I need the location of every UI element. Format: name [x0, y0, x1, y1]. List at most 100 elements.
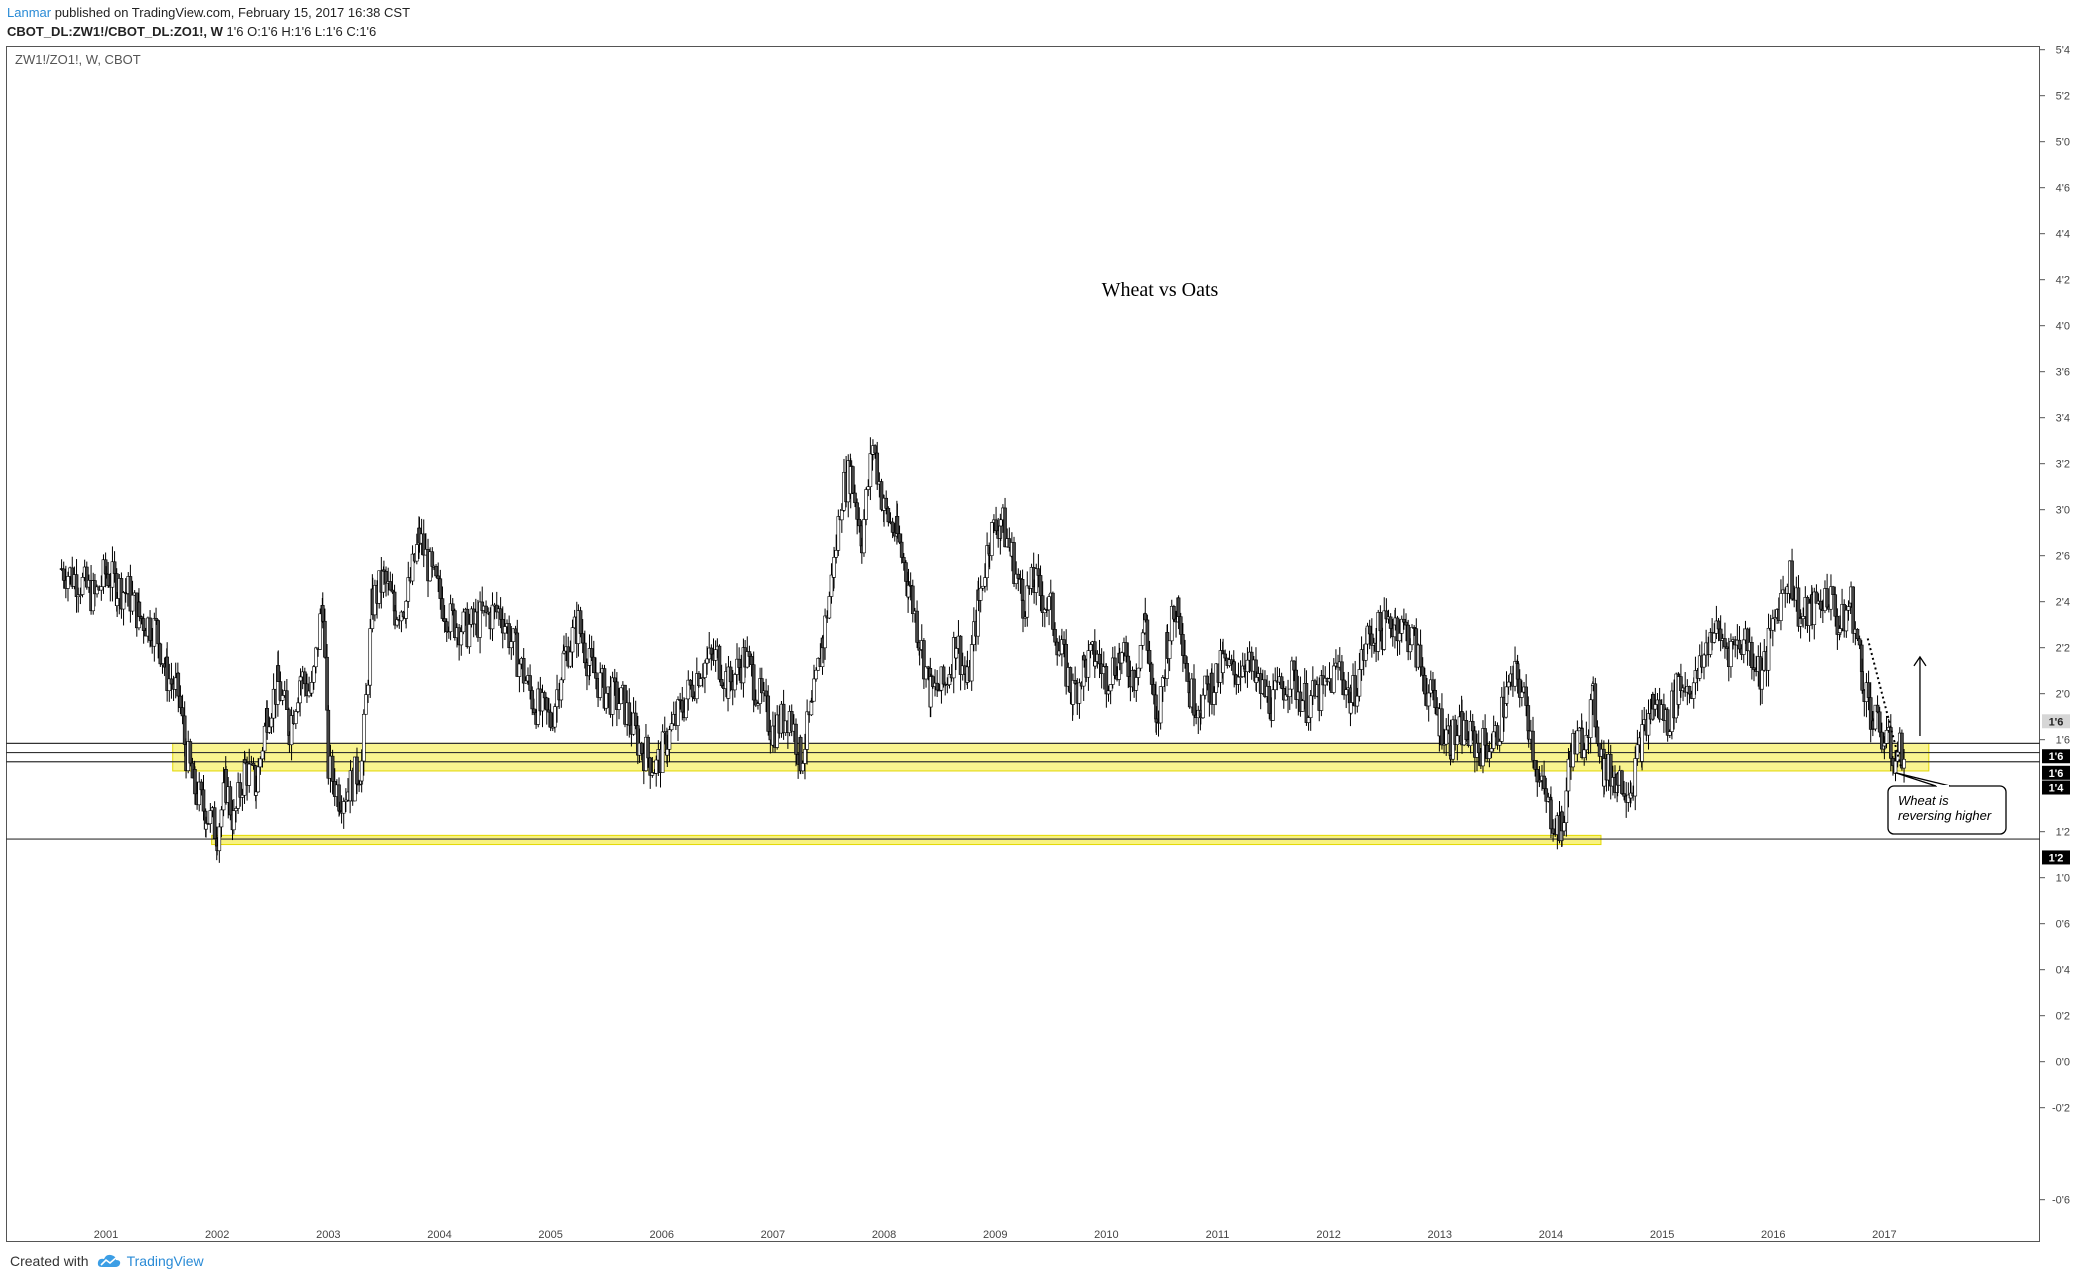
candle-body [178, 695, 183, 708]
candle-body [1292, 660, 1296, 671]
candle-body [1760, 669, 1764, 690]
candle-body [1365, 625, 1370, 645]
candle-body [1584, 734, 1589, 751]
x-tick-label: 2004 [427, 1229, 451, 1241]
candle-body [1524, 686, 1528, 706]
price-badge [2042, 765, 2070, 780]
candle-body [548, 711, 553, 728]
candle-body [1582, 749, 1587, 758]
candle-body [1433, 690, 1437, 708]
candle-body [1420, 666, 1425, 676]
candle-body [415, 544, 419, 562]
candle-body [453, 610, 457, 638]
candle-body [1183, 655, 1187, 664]
candle-body [364, 694, 368, 715]
candle-body [112, 561, 117, 574]
candle-body [1073, 680, 1077, 684]
x-tick-label: 2003 [316, 1229, 340, 1241]
candle-body [1402, 618, 1406, 623]
candle-body [208, 810, 213, 824]
candle-body [814, 669, 818, 680]
candle-body [1504, 686, 1509, 704]
candle-body [726, 666, 731, 699]
candle-body [561, 652, 566, 681]
candle-body [1562, 822, 1567, 832]
candle-body [703, 662, 707, 678]
candle-body [1331, 665, 1336, 693]
candle-body [80, 577, 85, 595]
candle-body [1003, 507, 1007, 548]
y-tick-label: 2'0 [2056, 689, 2070, 701]
candle-body [540, 692, 545, 712]
candle-body [1192, 678, 1196, 716]
ohlc-text: 1'6 O:1'6 H:1'6 L:1'6 C:1'6 [226, 24, 377, 39]
candle-body [686, 679, 691, 700]
y-tick-label: -0'2 [2052, 1103, 2070, 1115]
candle-body [1172, 606, 1176, 620]
candle-body [285, 690, 289, 710]
candle-body [1766, 627, 1771, 671]
candle-body [906, 585, 911, 598]
author-link[interactable]: Lanmar [7, 5, 52, 20]
candle-body [1342, 679, 1346, 696]
candle-body [583, 642, 587, 664]
candle-body [362, 713, 366, 762]
candle-body [1544, 788, 1549, 802]
candle-body [570, 627, 575, 653]
candle-body [1653, 704, 1658, 710]
candle-body [438, 578, 443, 599]
candle-body [928, 676, 933, 708]
candle-body [1877, 711, 1882, 733]
candle-body [958, 635, 963, 675]
candle-body [1796, 587, 1801, 627]
candle-body [1831, 586, 1835, 596]
candle-body [684, 698, 688, 719]
candle-body [1902, 759, 1906, 769]
candle-body [1470, 721, 1475, 732]
chart-frame[interactable] [6, 46, 2040, 1242]
candle-body [1566, 758, 1571, 792]
candle-body [1120, 652, 1124, 664]
candle-body [1580, 728, 1584, 758]
candle-body [303, 671, 307, 685]
candle-body [1126, 655, 1131, 677]
candle-body [1062, 639, 1066, 645]
candle-body [404, 600, 408, 619]
candle-body [794, 723, 798, 755]
candle-body [829, 574, 834, 597]
y-tick-label: 3'0 [2056, 505, 2070, 517]
candle-body [633, 712, 638, 726]
tradingview-brand-label[interactable]: TradingView [126, 1253, 204, 1269]
candle-body [1844, 609, 1849, 632]
candle-body [1712, 632, 1717, 643]
candle-body [754, 699, 758, 706]
candle-body [84, 566, 89, 588]
candle-body [604, 692, 608, 709]
candle-body [890, 521, 895, 533]
x-tick-label: 2012 [1316, 1229, 1340, 1241]
candle-body [1741, 639, 1746, 655]
tradingview-brand[interactable]: TradingView [97, 1253, 204, 1269]
candle-body [873, 445, 877, 454]
candle-body [1635, 744, 1640, 759]
candle-body [1281, 688, 1286, 701]
candle-body [1515, 663, 1520, 680]
candle-body [305, 683, 309, 697]
candle-body [66, 576, 70, 589]
candle-body [895, 516, 900, 535]
candle-body [410, 553, 415, 582]
candle-body [330, 755, 335, 782]
candle-body [188, 741, 193, 764]
candle-body [1388, 616, 1393, 629]
candle-body [1238, 676, 1243, 678]
y-tick-label: 3'6 [2056, 367, 2070, 379]
candle-body [115, 598, 119, 606]
candle-body [719, 679, 724, 686]
candle-body [326, 709, 331, 779]
price-badge-label: 1'6 [2049, 768, 2064, 780]
candle-body [954, 648, 959, 659]
candle-body [1752, 667, 1756, 670]
candle-body [827, 596, 832, 619]
candle-body [1077, 682, 1082, 704]
